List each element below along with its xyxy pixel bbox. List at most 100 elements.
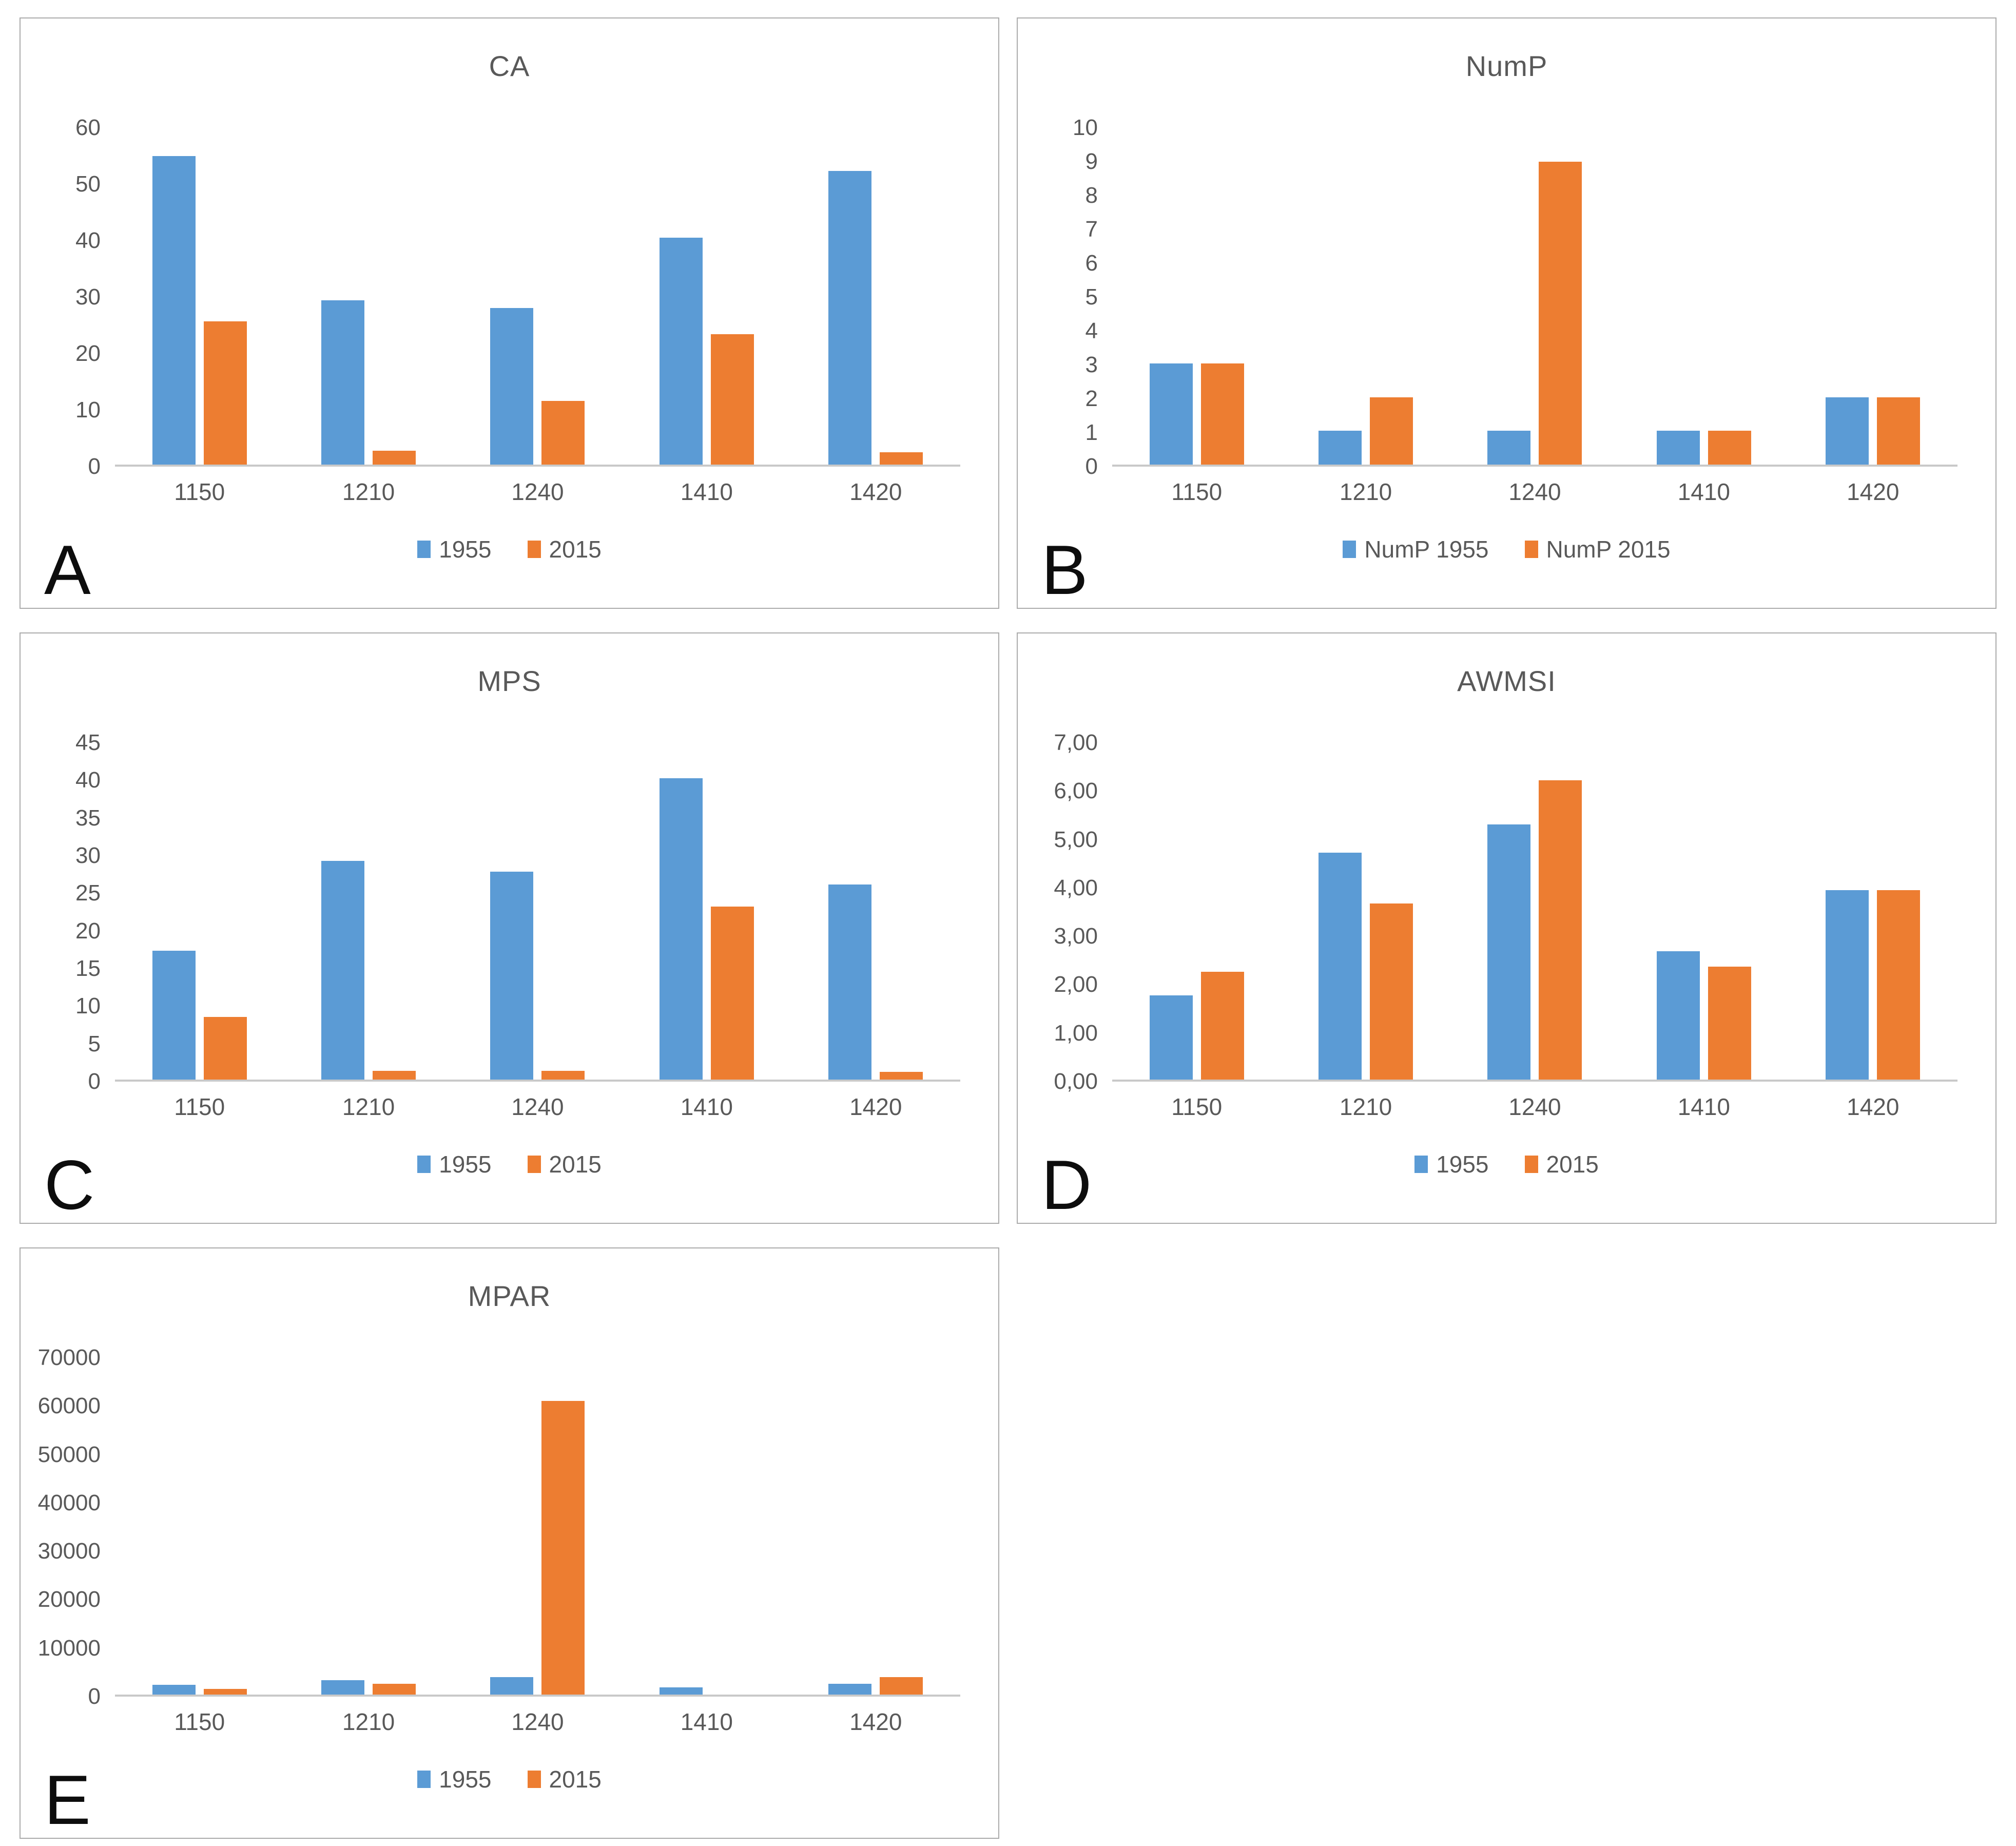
legend-item: 2015 xyxy=(1524,1150,1599,1178)
x-tick-label: 1420 xyxy=(849,1708,902,1735)
y-tick-label: 40 xyxy=(75,228,101,253)
bar-2015-1420 xyxy=(880,1677,923,1695)
bar-1955-1150 xyxy=(1149,995,1193,1080)
y-tick-label: 50000 xyxy=(37,1441,101,1467)
bar-nump-2015-1410 xyxy=(1708,431,1751,465)
chart-panel-awmsi: AWMSI 0,00 1,00 2,00 3,00 4,00 5,00 6,00 7,00 1… xyxy=(1017,632,1996,1224)
bar-2015-1410 xyxy=(710,907,754,1080)
panel-letter: B xyxy=(1041,531,1088,609)
bar-2015-1240 xyxy=(541,1401,585,1695)
bar-1955-1210 xyxy=(321,861,365,1080)
legend-item: 1955 xyxy=(417,1150,492,1178)
legend: 1955 2015 xyxy=(38,1765,981,1793)
plot-area xyxy=(115,743,960,1082)
y-tick-label: 5 xyxy=(1085,284,1098,310)
y-tick-label: 30 xyxy=(75,843,101,868)
bar-nump-1955-1150 xyxy=(1149,363,1193,465)
y-tick-label: 40000 xyxy=(37,1490,101,1515)
bar-2015-1420 xyxy=(1877,890,1921,1080)
chart-body: 0 10 20 30 40 50 60 xyxy=(38,115,981,479)
bar-group-1420 xyxy=(1789,743,1957,1080)
y-tick-label: 60000 xyxy=(37,1393,101,1419)
bar-nump-1955-1410 xyxy=(1656,431,1700,465)
legend-label: NumP 2015 xyxy=(1546,536,1671,563)
y-tick-label: 30 xyxy=(75,284,101,310)
bar-2015-1210 xyxy=(1370,903,1413,1080)
y-tick-label: 4 xyxy=(1085,318,1098,343)
chart-body: 0 1 2 3 4 5 6 7 8 9 10 xyxy=(1035,115,1978,479)
y-axis: 0 5 10 15 20 25 30 35 40 45 xyxy=(38,730,115,1094)
y-tick-label: 2 xyxy=(1085,386,1098,411)
legend-swatch-icon xyxy=(527,541,541,558)
x-axis-labels: 1150 1210 1240 1410 1420 xyxy=(1112,478,1978,506)
bar-group-1150 xyxy=(1112,743,1281,1080)
y-tick-label: 8 xyxy=(1085,183,1098,208)
y-axis: 0 1 2 3 4 5 6 7 8 9 10 xyxy=(1035,115,1112,479)
panel-letter: A xyxy=(44,531,91,609)
legend-swatch-icon xyxy=(417,541,431,558)
legend-swatch-icon xyxy=(527,1156,541,1173)
bar-2015-1410 xyxy=(710,334,754,465)
y-axis: 0,00 1,00 2,00 3,00 4,00 5,00 6,00 7,00 xyxy=(1035,730,1112,1094)
bar-1955-1420 xyxy=(828,884,872,1080)
bar-group-1210 xyxy=(284,1358,453,1695)
y-tick-label: 20000 xyxy=(37,1587,101,1612)
x-tick-label: 1410 xyxy=(1677,478,1731,505)
x-tick-label: 1210 xyxy=(1339,1093,1392,1120)
y-tick-label: 9 xyxy=(1085,149,1098,174)
y-tick-label: 20 xyxy=(75,918,101,944)
x-tick-label: 1240 xyxy=(511,478,564,505)
x-tick-label: 1410 xyxy=(680,478,733,505)
chart-panel-mpar: MPAR 0 10000 20000 30000 40000 50000 60000 7000… xyxy=(20,1247,999,1839)
bar-1955-1150 xyxy=(152,951,196,1080)
bar-1955-1210 xyxy=(321,1680,365,1695)
y-axis: 0 10000 20000 30000 40000 50000 60000 70000 xyxy=(37,1345,115,1709)
bar-group-1410 xyxy=(1619,743,1788,1080)
legend-label: 2015 xyxy=(1546,1151,1599,1178)
bar-nump-1955-1240 xyxy=(1487,431,1531,465)
legend-swatch-icon xyxy=(1414,1156,1428,1173)
x-tick-label: 1210 xyxy=(1339,478,1392,505)
y-tick-label: 5,00 xyxy=(1054,826,1098,852)
legend: 1955 2015 xyxy=(1035,1150,1978,1178)
bar-2015-1240 xyxy=(1539,780,1582,1080)
bar-1955-1240 xyxy=(490,1677,534,1695)
x-tick-label: 1240 xyxy=(1508,478,1561,505)
y-tick-label: 1,00 xyxy=(1054,1020,1098,1046)
x-tick-label: 1150 xyxy=(174,478,225,505)
x-tick-label: 1150 xyxy=(174,1093,225,1120)
bar-1955-1420 xyxy=(828,1684,872,1695)
bar-1955-1240 xyxy=(490,307,534,465)
y-tick-label: 35 xyxy=(75,805,101,831)
bar-group-1150 xyxy=(115,1358,284,1695)
legend-label: NumP 1955 xyxy=(1364,536,1489,563)
legend-swatch-icon xyxy=(1524,1156,1538,1173)
bar-group-1410 xyxy=(622,128,791,465)
x-tick-label: 1240 xyxy=(511,1708,564,1735)
bar-group-1210 xyxy=(1281,128,1450,465)
bar-nump-1955-1420 xyxy=(1826,397,1869,465)
bar-1955-1410 xyxy=(659,1687,703,1695)
legend-label: 1955 xyxy=(1436,1151,1489,1178)
chart-title: NumP xyxy=(1465,50,1548,82)
bar-nump-2015-1210 xyxy=(1370,397,1413,465)
y-tick-label: 0 xyxy=(1085,454,1098,479)
bar-2015-1420 xyxy=(880,452,923,465)
legend-label: 2015 xyxy=(549,536,602,563)
x-tick-label: 1150 xyxy=(1171,1093,1223,1120)
bar-2015-1150 xyxy=(203,321,247,465)
x-tick-label: 1420 xyxy=(1847,478,1899,505)
y-tick-label: 10 xyxy=(75,993,101,1019)
y-tick-label: 0 xyxy=(88,1069,101,1094)
legend: 1955 2015 xyxy=(38,535,981,563)
bar-group-1240 xyxy=(1450,743,1619,1080)
bar-group-1210 xyxy=(1281,743,1450,1080)
bar-1955-1150 xyxy=(152,156,196,465)
legend-label: 1955 xyxy=(439,1151,492,1178)
plot-area xyxy=(1112,128,1957,467)
bar-2015-1210 xyxy=(373,1684,416,1695)
y-tick-label: 4,00 xyxy=(1054,875,1098,900)
bar-group-1410 xyxy=(1619,128,1788,465)
x-tick-label: 1240 xyxy=(511,1093,564,1120)
